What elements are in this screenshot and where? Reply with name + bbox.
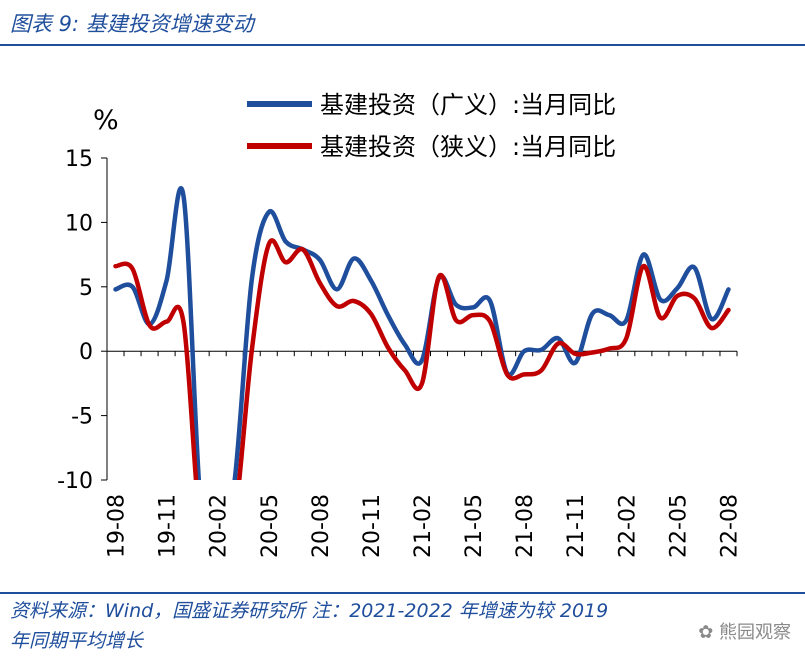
x-tick-label: 22-08: [717, 494, 742, 558]
source-line-2: 年同期平均增长: [10, 630, 144, 652]
source-line-1: 资料来源：Wind，国盛证券研究所 注：2021-2022 年增速为较 2019: [10, 600, 609, 622]
line-chart: % 15 10 5 0 -5 -10 19-08 19-11 20-02 20-05 20-08 20…: [57, 91, 742, 558]
axes: 15 10 5 0 -5 -10 19-08 19-11 20-02 20-05 20-08 20-1…: [57, 147, 742, 558]
y-tick-label: 5: [79, 276, 93, 301]
x-tick-label: 22-05: [666, 494, 691, 558]
x-tick-label: 20-02: [207, 494, 232, 558]
legend-label: 基建投资（狭义）:当月同比: [320, 133, 616, 161]
x-tick-label: 20-05: [258, 494, 283, 558]
x-tick-label: 22-02: [615, 494, 640, 558]
x-tick-label: 20-11: [360, 494, 385, 558]
x-tick-label: 21-02: [411, 494, 436, 558]
legend-label: 基建投资（广义）:当月同比: [320, 91, 616, 119]
y-tick-label: 10: [65, 211, 93, 236]
title-rule: [0, 44, 805, 46]
x-tick-label: 21-08: [513, 494, 538, 558]
series-line-narrow: [113, 238, 731, 480]
y-tick-label: -5: [71, 405, 93, 430]
wechat-icon: ✿: [698, 622, 719, 643]
y-axis-unit-label: %: [93, 105, 119, 136]
figure-title: 图表 9: 基建投资增速变动: [10, 12, 254, 36]
x-tick-label: 20-08: [309, 494, 334, 558]
y-tick-label: 15: [65, 147, 93, 172]
series-line-broad: [113, 186, 731, 480]
source-note: 资料来源：Wind，国盛证券研究所 注：2021-2022 年增速为较 2019…: [10, 596, 800, 656]
y-tick-label: -10: [57, 469, 93, 494]
series-layer: [113, 186, 731, 480]
y-tick-label: 0: [79, 340, 93, 365]
x-tick-label: 19-11: [156, 494, 181, 558]
watermark: ✿ 熊园观察: [698, 618, 791, 644]
watermark-text: 熊园观察: [719, 622, 791, 643]
source-rule: [0, 592, 805, 594]
x-tick-label: 21-05: [462, 494, 487, 558]
x-tick-label: 19-08: [105, 494, 130, 558]
x-tick-label: 21-11: [564, 494, 589, 558]
